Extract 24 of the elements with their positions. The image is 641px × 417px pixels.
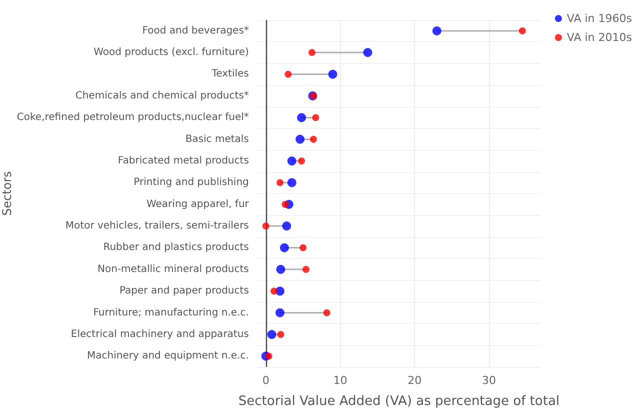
y-tick-label: Food and beverages* (142, 25, 249, 36)
y-tick-label: Textiles (210, 68, 249, 80)
x-tick-label: 0 (262, 374, 270, 387)
x-tick-label: 30 (482, 374, 496, 387)
y-tick-label: Rubber and plastics products (103, 242, 249, 254)
y-axis-title: Sectors (0, 171, 14, 216)
legend-label: VA in 2010s (566, 31, 632, 44)
y-tick-label: Chemicals and chemical products* (75, 90, 249, 102)
x-tick-label: 10 (333, 374, 348, 387)
y-tick-label: Motor vehicles, trailers, semi-trailers (65, 220, 249, 232)
y-tick-label: Wood products (excl. furniture) (94, 47, 249, 58)
y-tick-label: Electrical machinery and apparatus (70, 328, 249, 340)
y-tick-label: Paper and paper products (119, 286, 249, 297)
y-tick-label: Wearing apparel, fur (146, 198, 250, 210)
y-tick-label: Fabricated metal products (118, 155, 249, 166)
x-axis-title: Sectorial Value Added (VA) as percentage of total (238, 394, 560, 409)
y-tick-label: Furniture; manufacturing n.e.c. (93, 307, 249, 318)
y-tick-label: Coke,refined petroleum products,nuclear fuel* (16, 112, 249, 124)
y-tick-label: Basic metals (185, 134, 249, 145)
legend-label: VA in 1960s (566, 12, 632, 25)
x-tick-label: 20 (408, 374, 422, 387)
y-tick-label: Printing and publishing (134, 177, 249, 188)
y-tick-label: Non-metallic mineral products (98, 264, 249, 275)
y-tick-label: Machinery and equipment n.e.c. (87, 350, 249, 362)
